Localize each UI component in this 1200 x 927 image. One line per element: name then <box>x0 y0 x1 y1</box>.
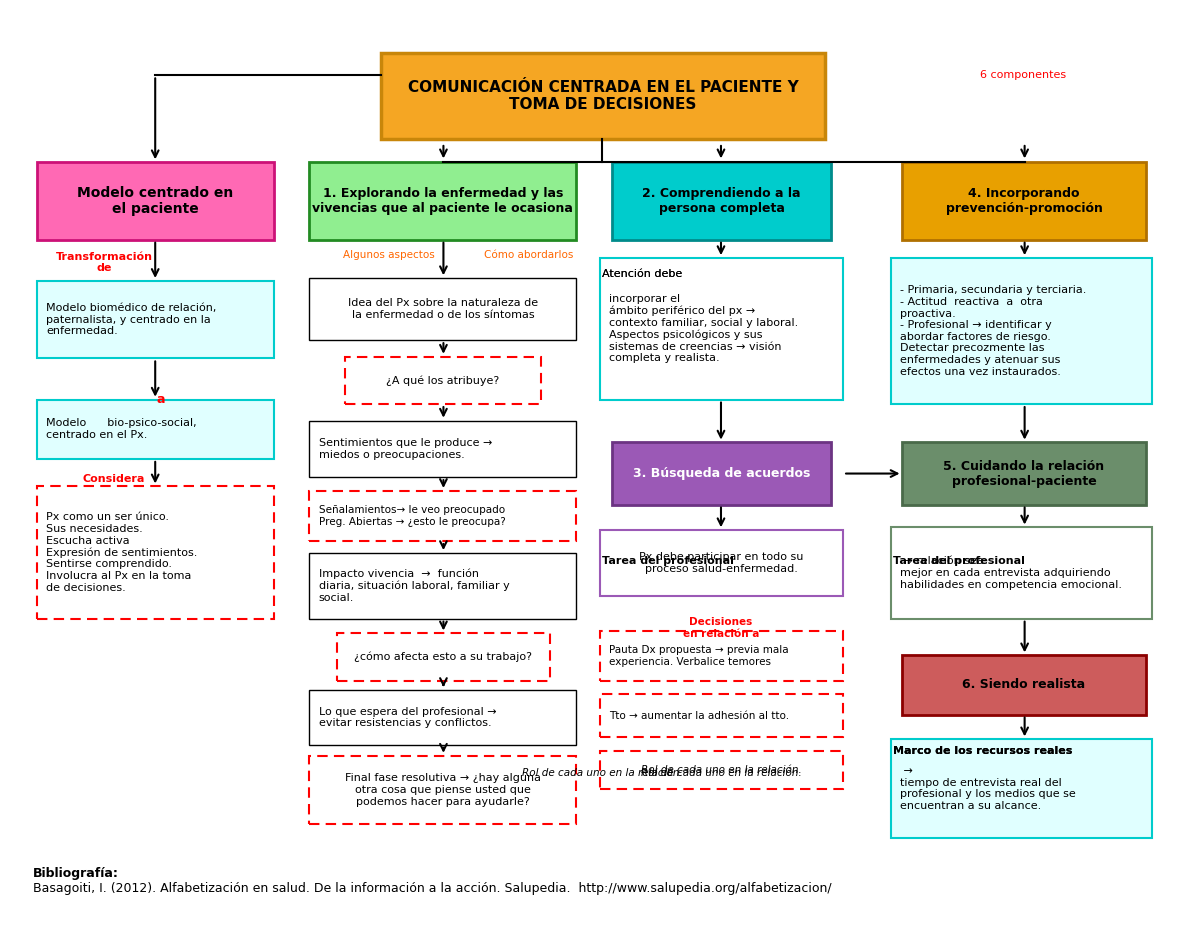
Text: Cómo abordarlos: Cómo abordarlos <box>484 250 574 260</box>
FancyBboxPatch shape <box>612 162 832 240</box>
FancyBboxPatch shape <box>36 400 274 459</box>
Text: incorporar el
ámbito periférico del px →
contexto familiar, social y laboral.
As: incorporar el ámbito periférico del px →… <box>610 294 799 363</box>
FancyBboxPatch shape <box>344 357 541 404</box>
Text: Lo que espera del profesional →
evitar resistencias y conflictos.: Lo que espera del profesional → evitar r… <box>319 706 497 728</box>
Text: Marco de los recursos reales: Marco de los recursos reales <box>893 746 1073 756</box>
Text: Impacto vivencia  →  función
diaria, situación laboral, familiar y
social.: Impacto vivencia → función diaria, situa… <box>319 568 510 603</box>
FancyBboxPatch shape <box>337 633 550 680</box>
Text: ¿cómo afecta esto a su trabajo?: ¿cómo afecta esto a su trabajo? <box>354 652 533 662</box>
Text: Tto → aumentar la adhesión al tto.: Tto → aumentar la adhesión al tto. <box>610 710 790 720</box>
Text: Tarea del profesional: Tarea del profesional <box>893 556 1025 566</box>
FancyBboxPatch shape <box>310 553 576 618</box>
FancyBboxPatch shape <box>612 442 832 504</box>
Text: ¿A qué los atribuye?: ¿A qué los atribuye? <box>386 375 499 386</box>
Text: 3. Búsqueda de acuerdos: 3. Búsqueda de acuerdos <box>632 467 810 480</box>
Text: Atención debe: Atención debe <box>602 269 683 279</box>
Text: COMUNICACIÓN CENTRADA EN EL PACIENTE Y
TOMA DE DECISIONES: COMUNICACIÓN CENTRADA EN EL PACIENTE Y T… <box>408 80 798 112</box>
Text: 2. Comprendiendo a la
persona completa: 2. Comprendiendo a la persona completa <box>642 187 800 215</box>
FancyBboxPatch shape <box>600 630 844 680</box>
Text: 6 componentes: 6 componentes <box>979 70 1066 81</box>
Text: Px como un ser único.
Sus necesidades.
Escucha activa
Expresión de sentimientos.: Px como un ser único. Sus necesidades. E… <box>46 513 198 592</box>
Text: 1. Explorando la enfermedad y las
vivencias que al paciente le ocasiona: 1. Explorando la enfermedad y las vivenc… <box>312 187 574 215</box>
Text: Rol de cada uno en la relación.: Rol de cada uno en la relación. <box>641 768 802 778</box>
FancyBboxPatch shape <box>310 690 576 744</box>
FancyBboxPatch shape <box>310 421 576 477</box>
Text: Tarea del profesional: Tarea del profesional <box>602 556 734 566</box>
FancyBboxPatch shape <box>600 258 844 400</box>
Text: Bibliografía:: Bibliografía: <box>34 867 119 880</box>
Text: Decisiones
en relación a: Decisiones en relación a <box>683 617 760 639</box>
Text: Modelo centrado en
el paciente: Modelo centrado en el paciente <box>77 186 233 216</box>
FancyBboxPatch shape <box>890 527 1152 618</box>
Text: 4. Incorporando
prevención-promoción: 4. Incorporando prevención-promoción <box>946 187 1103 215</box>
Text: Px debe participar en todo su
proceso salud-enfermedad.: Px debe participar en todo su proceso sa… <box>640 552 804 574</box>
FancyBboxPatch shape <box>310 756 576 824</box>
Text: Rol de cada uno en la relación.: Rol de cada uno en la relación. <box>641 766 802 775</box>
Text: →
tiempo de entrevista real del
profesional y los medios que se
encuentran a su : → tiempo de entrevista real del profesio… <box>900 767 1076 811</box>
Text: - Primaria, secundaria y terciaria.
- Actitud  reactiva  a  otra
proactiva.
- Pr: - Primaria, secundaria y terciaria. - Ac… <box>900 286 1086 376</box>
FancyBboxPatch shape <box>600 693 844 738</box>
Text: Atención debe: Atención debe <box>602 269 683 279</box>
Text: Modelo      bio-psico-social,
centrado en el Px.: Modelo bio-psico-social, centrado en el … <box>46 418 197 440</box>
Text: Marco de los recursos reales: Marco de los recursos reales <box>893 746 1073 756</box>
Text: Basagoiti, I. (2012). Alfabetización en salud. De la información a la acción. Sa: Basagoiti, I. (2012). Alfabetización en … <box>34 882 832 895</box>
FancyBboxPatch shape <box>600 751 844 790</box>
Text: Sentimientos que le produce →
miedos o preocupaciones.: Sentimientos que le produce → miedos o p… <box>319 438 492 460</box>
Text: Señalamientos→ le veo preocupado
Preg. Abiertas → ¿esto le preocupa?: Señalamientos→ le veo preocupado Preg. A… <box>319 505 505 527</box>
Text: Transformación
de: Transformación de <box>55 252 152 273</box>
FancyBboxPatch shape <box>902 162 1146 240</box>
Text: Considera: Considera <box>83 474 145 484</box>
Text: Pauta Dx propuesta → previa mala
experiencia. Verbalice temores: Pauta Dx propuesta → previa mala experie… <box>610 645 790 667</box>
Text: Modelo biomédico de relación,
paternalista, y centrado en la
enfermedad.: Modelo biomédico de relación, paternalis… <box>46 303 216 337</box>
FancyBboxPatch shape <box>902 442 1146 504</box>
FancyBboxPatch shape <box>36 162 274 240</box>
FancyBboxPatch shape <box>902 655 1146 715</box>
FancyBboxPatch shape <box>36 281 274 359</box>
FancyBboxPatch shape <box>310 162 576 240</box>
FancyBboxPatch shape <box>890 258 1152 404</box>
Text: Final fase resolutiva → ¿hay alguna
otra cosa que piense usted que
podemos hacer: Final fase resolutiva → ¿hay alguna otra… <box>344 773 541 806</box>
FancyBboxPatch shape <box>36 487 274 618</box>
FancyBboxPatch shape <box>380 53 826 139</box>
Text: → relación sea
mejor en cada entrevista adquiriendo
habilidades en competencia e: → relación sea mejor en cada entrevista … <box>900 556 1122 590</box>
Text: 5. Cuidando la relación
profesional-paciente: 5. Cuidando la relación profesional-paci… <box>943 460 1104 488</box>
FancyBboxPatch shape <box>310 278 576 340</box>
FancyBboxPatch shape <box>310 491 576 541</box>
FancyBboxPatch shape <box>600 530 844 596</box>
Text: 6. Siendo realista: 6. Siendo realista <box>962 679 1086 692</box>
FancyBboxPatch shape <box>890 739 1152 838</box>
Text: a: a <box>157 393 166 406</box>
Text: Rol de cada uno en la relación.: Rol de cada uno en la relación. <box>522 768 683 778</box>
Text: Idea del Px sobre la naturaleza de
la enfermedad o de los síntomas: Idea del Px sobre la naturaleza de la en… <box>348 298 538 320</box>
Text: Algunos aspectos: Algunos aspectos <box>343 250 434 260</box>
